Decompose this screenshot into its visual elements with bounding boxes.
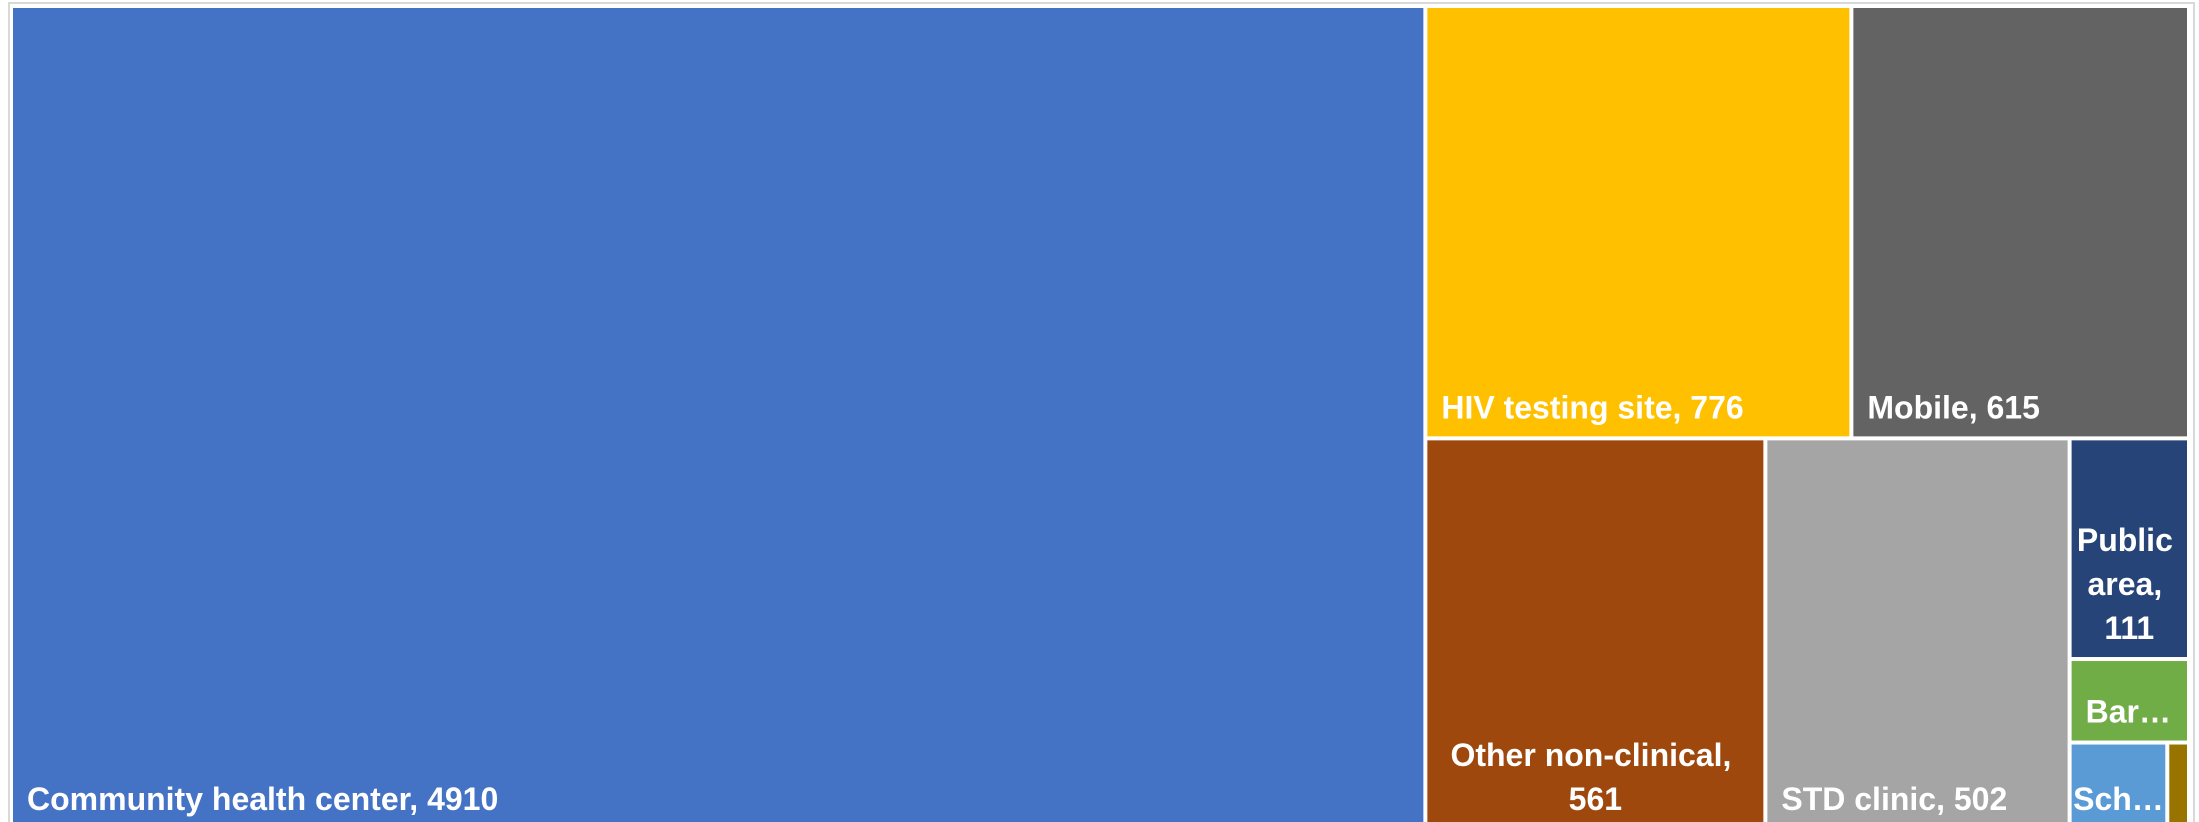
tile-label: Mobile, 615 bbox=[1867, 389, 2040, 425]
tile bbox=[1767, 440, 2068, 822]
tile-label: Public area, 111 bbox=[2077, 522, 2182, 646]
tile-label: Community health center, 4910 bbox=[27, 781, 498, 817]
tile bbox=[2169, 744, 2187, 822]
tile bbox=[13, 8, 1424, 822]
tile bbox=[2071, 744, 2166, 822]
tile bbox=[2071, 661, 2187, 741]
tile-label: STD clinic, 502 bbox=[1781, 781, 2007, 817]
tile bbox=[1427, 8, 1850, 437]
tile-label: Sch… bbox=[2073, 781, 2164, 817]
tile bbox=[1427, 440, 1764, 822]
tile-label: Bar… bbox=[2086, 694, 2171, 730]
tile-label: Other non-clinical, 561 bbox=[1450, 737, 1740, 817]
tile bbox=[2071, 440, 2187, 658]
tile-label: HIV testing site, 776 bbox=[1441, 389, 1743, 425]
tile bbox=[1853, 8, 2187, 437]
